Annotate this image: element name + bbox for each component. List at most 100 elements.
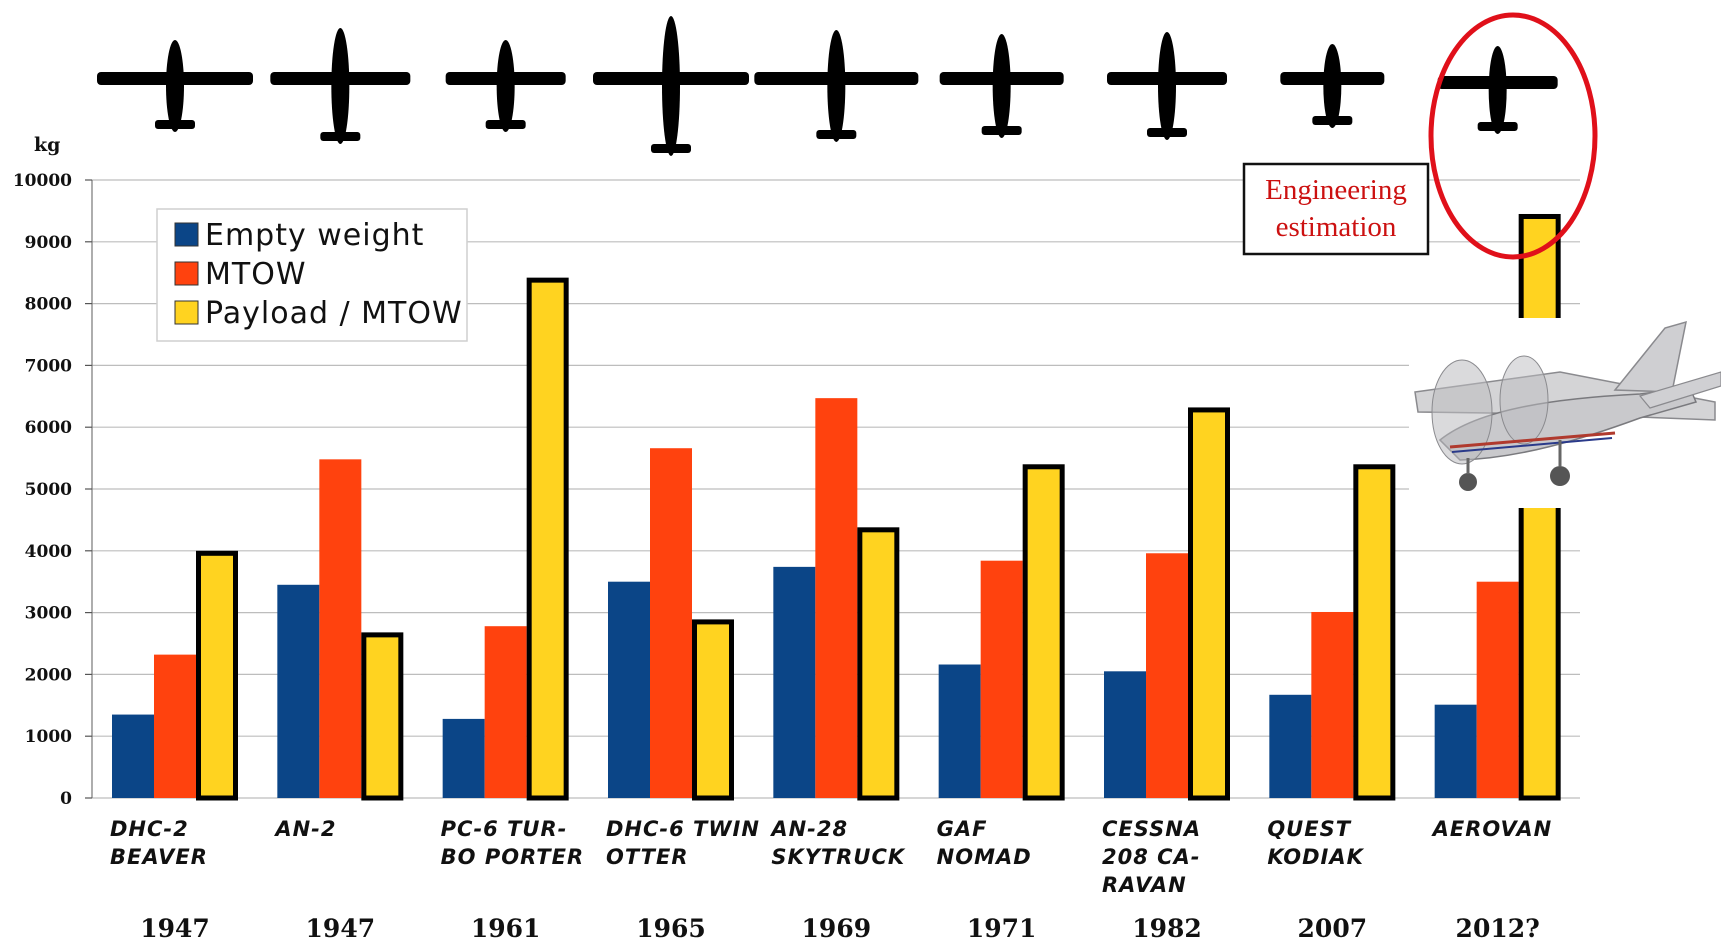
year-label: 1965	[636, 914, 706, 943]
silhouette-tail	[816, 130, 857, 139]
highlight-ellipse	[1428, 12, 1598, 260]
year-labels: 1947 1947 1961 1965 1969 1971 1982 2007 2012?	[140, 914, 1540, 943]
bar-payload-mtow	[1022, 464, 1065, 801]
y-tick-label: 0	[60, 789, 72, 809]
y-tick-label: 10000	[13, 171, 72, 191]
bar-payload-mtow	[196, 550, 238, 801]
aircraft-silhouettes	[97, 16, 1558, 156]
year-label: 1947	[140, 914, 210, 943]
bar-payload-mtow	[1353, 464, 1396, 801]
y-tick-label: 6000	[25, 418, 72, 438]
year-label: 1947	[306, 914, 376, 943]
category-label: CESSNA	[1102, 817, 1201, 841]
category-label: NOMAD	[937, 845, 1032, 869]
legend: Empty weight MTOW Payload / MTOW	[156, 208, 468, 342]
bar-empty-weight	[1434, 704, 1477, 798]
aircraft-silhouette	[939, 34, 1064, 138]
bar-empty-weight	[1104, 671, 1146, 798]
y-tick-label: 5000	[25, 480, 72, 500]
bar-payload-mtow	[692, 619, 734, 801]
bar-mtow	[484, 626, 527, 798]
silhouette-fuselage	[166, 40, 184, 132]
aircraft-silhouette	[445, 40, 566, 132]
bar-payload-mtow	[857, 527, 900, 801]
category-labels: DHC-2 BEAVER AN-2 PC-6 TUR- BO PORTER DHC-6 T…	[110, 817, 1551, 897]
bar-empty-weight	[938, 664, 981, 798]
estimation-line-2: estimation	[1276, 211, 1397, 243]
year-label: 1961	[471, 914, 541, 943]
legend-label-empty-weight: Empty weight	[205, 218, 424, 253]
bar-mtow	[319, 459, 362, 798]
category-label: PC-6 TUR-	[441, 817, 568, 841]
render-tail-fin	[1613, 320, 1687, 393]
aircraft-silhouette	[593, 16, 749, 156]
aerovan-3d-render	[1409, 318, 1721, 508]
silhouette-tail	[981, 126, 1022, 135]
y-tick-label: 8000	[25, 295, 72, 315]
render-main-wheel	[1550, 466, 1570, 486]
bar-payload-mtow	[526, 277, 569, 801]
silhouette-fuselage	[992, 34, 1011, 138]
category-label: BEAVER	[110, 845, 208, 869]
category-label: AN-2	[273, 817, 336, 841]
silhouette-fuselage	[1158, 32, 1176, 140]
legend-label-payload-mtow: Payload / MTOW	[205, 296, 463, 331]
year-label: 1969	[802, 914, 872, 943]
year-label: 1982	[1132, 914, 1202, 943]
category-label: RAVAN	[1102, 873, 1187, 897]
aircraft-silhouette	[1280, 44, 1385, 128]
category-label: GAF	[937, 817, 988, 841]
category-label: OTTER	[606, 845, 689, 869]
y-tick-label: 9000	[25, 233, 72, 253]
y-axis-unit: kg	[34, 134, 60, 156]
y-axis-ticks: 0 1000 2000 3000 4000 5000 6000 7000 8000 9000 100…	[13, 171, 92, 809]
silhouette-fuselage	[1323, 44, 1342, 128]
bar-empty-weight	[112, 714, 154, 798]
bar-payload-mtow	[361, 632, 404, 801]
render-nose-wheel	[1459, 473, 1477, 491]
category-label: DHC-2	[110, 817, 189, 841]
silhouette-fuselage	[1488, 46, 1507, 134]
bar-mtow	[650, 448, 692, 798]
aircraft-silhouette	[270, 28, 411, 144]
silhouette-tail	[1312, 116, 1353, 125]
render-tailplane	[1638, 371, 1721, 409]
y-tick-label: 2000	[25, 665, 72, 685]
legend-label-mtow: MTOW	[205, 257, 307, 292]
silhouette-fuselage	[496, 40, 515, 132]
silhouette-tail	[155, 120, 195, 129]
silhouette-fuselage	[827, 30, 846, 142]
silhouette-tail	[485, 120, 526, 129]
estimation-note: Engineering estimation	[1242, 162, 1430, 256]
aircraft-silhouette	[97, 40, 253, 132]
silhouette-tail	[651, 144, 691, 153]
render-cheatline-blue	[1451, 437, 1613, 453]
bar-empty-weight	[442, 718, 485, 798]
bar-empty-weight	[277, 584, 320, 798]
category-label: SKYTRUCK	[771, 845, 906, 869]
bar-mtow	[154, 654, 196, 798]
category-label: 208 CA-	[1102, 845, 1201, 869]
render-propeller-left	[1431, 359, 1493, 465]
year-label: 1971	[967, 914, 1037, 943]
bar-payload-mtow	[1188, 407, 1230, 801]
legend-box	[156, 208, 468, 342]
y-tick-label: 4000	[25, 542, 72, 562]
category-label: KODIAK	[1267, 845, 1364, 869]
bar-mtow	[1146, 553, 1188, 798]
y-tick-label: 7000	[25, 356, 72, 376]
silhouette-fuselage	[331, 28, 350, 144]
category-label: AN-28	[769, 817, 848, 841]
bar-mtow	[1476, 581, 1519, 798]
silhouette-tail	[320, 132, 361, 141]
category-label: BO PORTER	[441, 845, 584, 869]
silhouette-tail	[1477, 122, 1518, 131]
aircraft-silhouette	[754, 30, 919, 142]
y-tick-label: 1000	[25, 727, 72, 747]
year-label: 2012?	[1456, 914, 1540, 943]
year-label: 2007	[1298, 914, 1368, 943]
bar-empty-weight	[773, 566, 816, 798]
bar-mtow	[815, 398, 858, 798]
aircraft-silhouette	[1107, 32, 1227, 140]
